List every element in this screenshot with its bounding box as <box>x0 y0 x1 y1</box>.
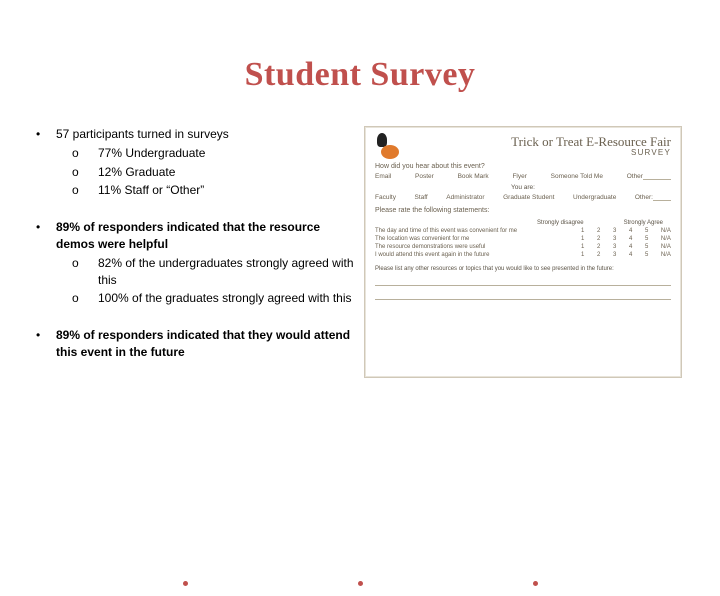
bullet-dot: • <box>34 126 56 143</box>
bullet-item: • 57 participants turned in surveys o77%… <box>34 126 354 199</box>
bullet-dot: • <box>34 327 56 361</box>
bullet-text: 57 participants turned in surveys <box>56 126 354 143</box>
opt: Other: <box>635 194 671 201</box>
statement-row: The resource demonstrations were useful … <box>375 244 671 250</box>
opt: Staff <box>414 194 427 201</box>
sub-text: 82% of the undergraduates strongly agree… <box>98 255 354 289</box>
scale-nums: 12345N/A <box>581 236 671 242</box>
sub-item: o100% of the graduates strongly agreed w… <box>72 290 354 307</box>
scale-nums: 12345N/A <box>581 228 671 234</box>
opt: Book Mark <box>458 173 489 180</box>
opt: Faculty <box>375 194 396 201</box>
pumpkin-cat-icon <box>375 133 405 159</box>
bullet-text: 89% of responders indicated that they wo… <box>56 327 354 361</box>
statement-row: The location was convenient for me 12345… <box>375 236 671 242</box>
bullet-dot: • <box>34 219 56 253</box>
scale-nums: 12345N/A <box>581 252 671 258</box>
sub-item: o11% Staff or “Other” <box>72 182 354 199</box>
youare-label: You are: <box>375 184 671 191</box>
opt: Other <box>627 173 671 180</box>
dot-icon <box>183 581 188 586</box>
dot-icon <box>533 581 538 586</box>
page-title: Student Survey <box>0 56 720 94</box>
rate-label: Please rate the following statements: <box>375 207 671 214</box>
scale-nums: 12345N/A <box>581 244 671 250</box>
opt: Poster <box>415 173 434 180</box>
freeform-label: Please list any other resources or topic… <box>375 266 671 272</box>
footer-dots <box>0 581 720 586</box>
bullet-item: • 89% of responders indicated that they … <box>34 327 354 361</box>
stmt: The resource demonstrations were useful <box>375 244 581 250</box>
sub-item: o77% Undergraduate <box>72 145 354 162</box>
bullet-item: • 89% of responders indicated that the r… <box>34 219 354 307</box>
dot-icon <box>358 581 363 586</box>
opt: Flyer <box>512 173 526 180</box>
opt: Email <box>375 173 391 180</box>
sub-text: 100% of the graduates strongly agreed wi… <box>98 290 354 307</box>
survey-q1-options: Email Poster Book Mark Flyer Someone Tol… <box>375 173 671 180</box>
survey-image-area: Trick or Treat E-Resource Fair SURVEY Ho… <box>354 126 686 381</box>
statement-row: The day and time of this event was conve… <box>375 228 671 234</box>
stmt: The location was convenient for me <box>375 236 581 242</box>
sub-text: 77% Undergraduate <box>98 145 354 162</box>
survey-card: Trick or Treat E-Resource Fair SURVEY Ho… <box>364 126 682 378</box>
stmt: The day and time of this event was conve… <box>375 228 581 234</box>
bullet-text: 89% of responders indicated that the res… <box>56 219 354 253</box>
content-row: • 57 participants turned in surveys o77%… <box>0 126 720 381</box>
freeform-area: Please list any other resources or topic… <box>375 266 671 300</box>
sub-text: 12% Graduate <box>98 164 354 181</box>
scale-left: Strongly disagree <box>537 220 584 226</box>
youare-options: Faculty Staff Administrator Graduate Stu… <box>375 194 671 201</box>
stmt: I would attend this event again in the f… <box>375 252 581 258</box>
opt: Undergraduate <box>573 194 616 201</box>
survey-title: Trick or Treat E-Resource Fair <box>409 133 671 149</box>
bullet-list: • 57 participants turned in surveys o77%… <box>34 126 354 381</box>
opt: Graduate Student <box>503 194 554 201</box>
survey-q1: How did you hear about this event? <box>375 163 671 170</box>
statement-row: I would attend this event again in the f… <box>375 252 671 258</box>
sub-text: 11% Staff or “Other” <box>98 182 354 199</box>
scale-header: Strongly disagree Strongly Agree <box>375 220 671 226</box>
sub-item: o82% of the undergraduates strongly agre… <box>72 255 354 289</box>
scale-right: Strongly Agree <box>624 220 663 226</box>
opt: Someone Told Me <box>551 173 603 180</box>
opt: Administrator <box>446 194 484 201</box>
sub-item: o12% Graduate <box>72 164 354 181</box>
